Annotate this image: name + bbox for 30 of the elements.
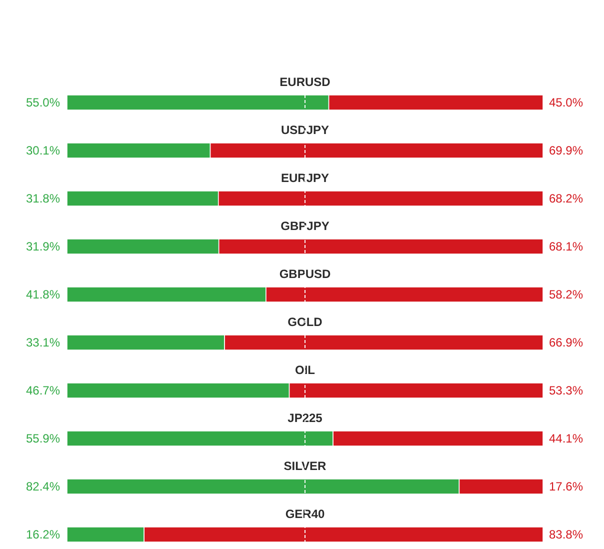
y-tick-label: USDJPY <box>280 123 330 138</box>
y-tick-label: GBPJPY <box>280 219 330 234</box>
data-label: 69.9% <box>549 144 584 158</box>
data-label: 68.2% <box>549 192 584 206</box>
data-label: 17.6% <box>549 480 584 494</box>
data-label: 30.1% <box>26 144 60 158</box>
y-tick-label: GER40 <box>285 507 325 522</box>
data-label: 41.8% <box>26 288 60 302</box>
y-tick-label: JP225 <box>288 411 323 426</box>
data-label: 16.2% <box>26 528 60 542</box>
y-tick-label: GOLD <box>288 315 323 330</box>
data-label: 58.2% <box>549 288 584 302</box>
data-label: 55.0% <box>26 96 60 110</box>
data-label: 66.9% <box>549 336 584 350</box>
data-label: 44.1% <box>549 432 584 446</box>
data-label: 83.8% <box>549 528 584 542</box>
data-label: 53.3% <box>549 384 584 398</box>
data-label: 45.0% <box>549 96 584 110</box>
y-tick-label: EURJPY <box>280 171 330 186</box>
data-label: 68.1% <box>549 240 584 254</box>
data-label: 31.9% <box>26 240 60 254</box>
data-label: 46.7% <box>26 384 60 398</box>
y-tick-label: GBPUSD <box>279 267 331 282</box>
data-label: 31.8% <box>26 192 60 206</box>
y-tick-label: EURUSD <box>280 75 331 90</box>
data-label: 55.9% <box>26 432 60 446</box>
data-label: 33.1% <box>26 336 60 350</box>
y-tick-label: OIL <box>295 363 315 378</box>
y-tick-label: SILVER <box>284 459 327 474</box>
data-label: 82.4% <box>26 480 60 494</box>
